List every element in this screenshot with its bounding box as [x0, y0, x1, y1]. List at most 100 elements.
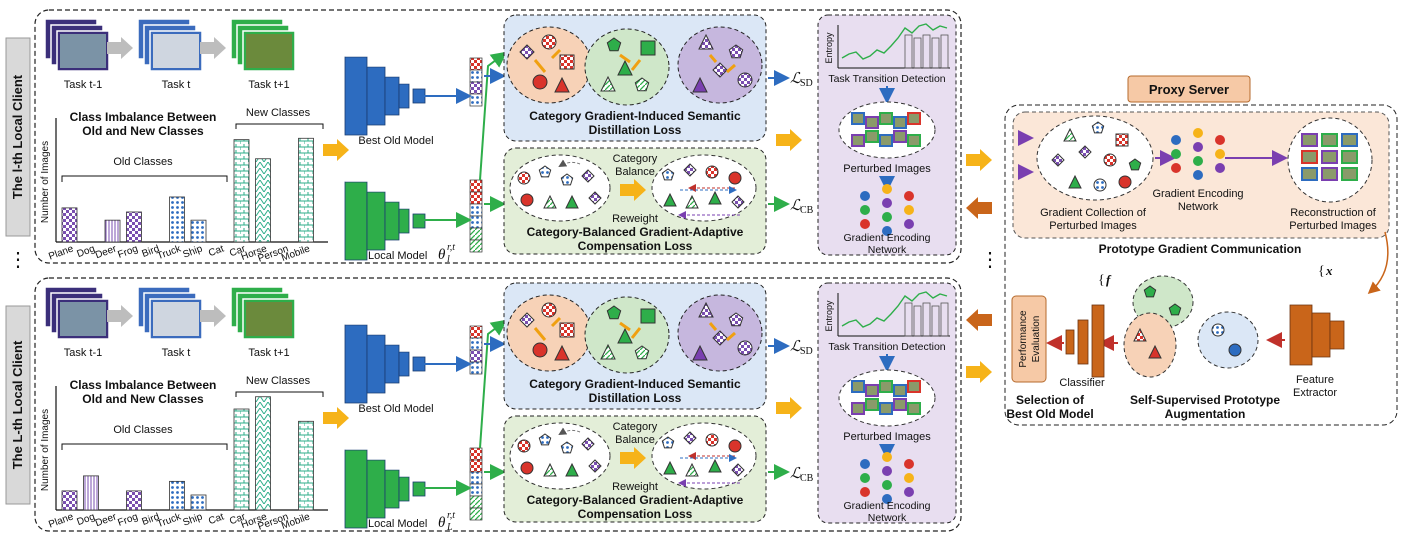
feature-extractor-layer — [1329, 320, 1345, 350]
chart-title: Class Imbalance Between — [70, 110, 217, 124]
cb-sample-shape — [731, 195, 745, 209]
sd-pull-arrow — [630, 327, 642, 339]
local-model-superscript: r,t — [447, 510, 455, 521]
sd-sample-shape — [640, 308, 656, 324]
selection-label: Best Old Model — [1006, 407, 1093, 421]
cb-sample-shape — [683, 431, 697, 445]
bar-frog — [126, 490, 142, 511]
sd-input-arrow — [479, 51, 508, 181]
new-feature-cell — [469, 239, 483, 253]
entropy-curve — [841, 23, 948, 60]
classifier-layer — [1091, 304, 1105, 378]
perturbed-image — [879, 380, 893, 393]
task-arrow — [200, 37, 226, 59]
cb-loss-title: Compensation Loss — [578, 507, 693, 521]
sd-sample-shape — [728, 312, 744, 327]
local-model-icon — [344, 444, 426, 529]
cb-sample-shape — [565, 462, 579, 477]
reconstructed-image — [1301, 167, 1318, 181]
sd-input-arrow — [479, 319, 508, 449]
perturbed-image — [879, 112, 893, 125]
cb-loss-title: Category-Balanced Gradient-Adaptive — [527, 225, 744, 239]
entropy-curve — [841, 291, 948, 328]
perturbed-images-label: Perturbed Images — [843, 431, 931, 443]
cnn-layer — [344, 324, 368, 404]
new-feature-cell — [469, 227, 483, 241]
cnn-layer-top — [399, 471, 417, 477]
to-detection-arrow — [776, 129, 802, 151]
x-tick-label: Deer — [94, 511, 119, 529]
best-old-model-label: Best Old Model — [358, 135, 433, 147]
perturbed-image — [851, 134, 865, 147]
sd-loss-sub: SD — [800, 78, 813, 89]
cnn-layer-top — [367, 61, 393, 67]
cnn-layer — [398, 83, 410, 109]
sd-sample-shape — [600, 75, 616, 92]
sd-pull-arrow — [708, 322, 718, 331]
sd-pull-arrow — [533, 59, 547, 73]
cb-sample-shape — [520, 193, 534, 207]
sd-sample-shape — [554, 344, 570, 361]
new-classes-brace — [235, 123, 324, 129]
cb-loss-sub: CB — [800, 473, 814, 484]
bar-mobile — [298, 420, 314, 511]
new-classes-label: New Classes — [246, 375, 311, 387]
client-side-label: The l-th Local Client — [10, 74, 25, 199]
client-to-server-arrow — [966, 149, 992, 171]
task-label: Task t-1 — [64, 79, 103, 91]
perturbed-image — [851, 402, 865, 415]
cnn-layer-top — [367, 454, 393, 460]
sd-loss-title: Category Gradient-Induced Semantic — [529, 377, 741, 391]
task-label: Task t+1 — [248, 79, 289, 91]
local-model-subscript: L — [446, 522, 453, 533]
sd-sample-shape — [559, 54, 575, 70]
chart-title: Class Imbalance Between — [70, 378, 217, 392]
sd-loss-title: Category Gradient-Induced Semantic — [529, 109, 741, 123]
cb-transform-arrow — [620, 447, 646, 469]
cnn-layer-top — [385, 464, 407, 470]
gradient-encoding-label: Network — [868, 512, 907, 524]
local-model-symbol: θ — [438, 247, 446, 263]
perturbed-image — [879, 134, 893, 147]
client-side-tab — [5, 305, 31, 505]
sd-sample-shape — [692, 76, 708, 93]
old-feature-cell — [469, 57, 483, 71]
cb-sample-shape — [663, 460, 677, 475]
cb-gray-arrow — [558, 427, 581, 436]
reweight-label: Reweight — [612, 481, 658, 493]
new-feature-cell — [469, 203, 483, 217]
entropy-bar — [913, 37, 922, 69]
cb-sample-shape — [683, 163, 697, 177]
prototype-shape — [1148, 344, 1162, 359]
perturbed-image — [893, 130, 907, 143]
cb-sample-shape — [588, 191, 602, 205]
client-border — [34, 9, 962, 264]
sd-loss-sub: SD — [800, 346, 813, 357]
new-feature-cell — [469, 507, 483, 521]
ellipsis-icon: ⋮ — [8, 249, 28, 271]
new-feature-cell — [469, 471, 483, 485]
cb-sample-shape — [661, 436, 675, 449]
entropy-bar — [904, 302, 913, 337]
bar-ship — [190, 494, 207, 511]
new-feature-cell — [469, 495, 483, 509]
new-feature-cell — [469, 459, 483, 473]
ellipsis-icon: ⋮ — [980, 249, 1000, 271]
old-feature-cell — [469, 361, 483, 375]
old-feature-cell — [469, 81, 483, 95]
sd-sample-shape — [606, 37, 622, 52]
performance-evaluation-box — [1011, 295, 1047, 383]
perturbed-image — [865, 130, 879, 143]
task-arrow — [200, 305, 226, 327]
local-model-subscript: l — [447, 254, 450, 265]
sd-sample-shape — [737, 340, 753, 356]
bar-plane — [61, 490, 78, 511]
image-content — [60, 34, 106, 68]
sd-pull-arrow — [619, 321, 631, 332]
reconstruction-label: Perturbed Images — [1289, 220, 1377, 232]
server-to-client-arrow — [966, 197, 992, 219]
perturbed-image — [879, 402, 893, 415]
reconstructed-image — [1341, 167, 1358, 181]
cnn-layer — [398, 476, 410, 502]
x-tick-label: Cat — [207, 243, 226, 259]
